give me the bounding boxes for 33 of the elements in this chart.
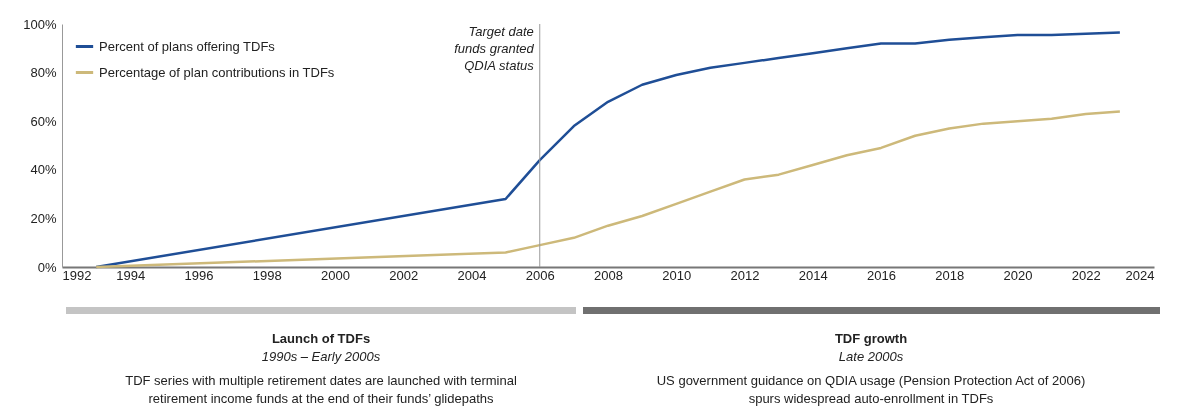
x-tick-label: 2014 [798,267,828,283]
x-tick-label: 1992 [62,267,92,283]
x-tick-label: 2004 [457,267,487,283]
ref-line-label: Target date funds granted QDIA status [454,24,535,73]
x-tick-label: 2006 [525,267,555,283]
x-tick-label: 1994 [116,267,146,283]
x-tick-label: 1996 [184,267,214,283]
x-tick-label: 2008 [594,267,623,283]
legend-label: Percent of plans offering TDFs [99,38,276,54]
y-tick-label: 40% [30,162,57,178]
y-tick-label: 80% [30,65,57,81]
y-tick-label: 60% [30,113,57,129]
y-tick-label: 100% [23,16,57,32]
x-tick-label: 2020 [1003,267,1033,283]
x-tick-label: 2012 [730,267,760,283]
x-tick-label: 2022 [1071,267,1101,283]
text: TDF growth [834,331,908,346]
y-tick-label: 20% [30,210,57,226]
x-tick-label: 2024 [1125,267,1155,283]
x-tick-label: 2000 [321,267,350,283]
x-tick-label: 2002 [389,267,419,283]
line-series [94,110,1122,269]
text: 1990s – Early 2000s [261,349,381,364]
text: US government guidance on QDIA usage (Pension Protection Act of 2006) spurs widespread auto-enrollment in TDFs [656,373,1086,406]
y-tick-label: 0% [37,259,57,275]
text: TDF series with multiple retirement dates are launched with terminal retirement income funds at the end of their funds’ glidepaths [125,373,517,406]
text: Launch of TDFs [271,331,371,346]
legend-label: Percentage of plan contributions in TDFs [99,64,335,80]
x-tick-label: 2016 [867,267,896,283]
x-tick-label: 2018 [935,267,965,283]
x-tick-label: 2010 [662,267,692,283]
text: Late 2000s [838,349,904,364]
x-tick-label: 1998 [252,267,282,283]
